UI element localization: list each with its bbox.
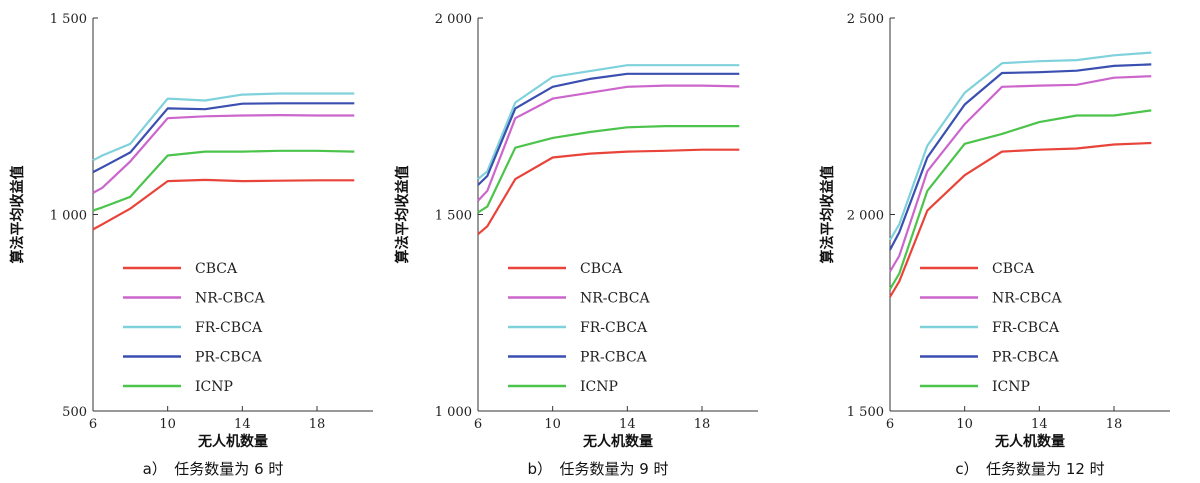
- legend-label: PR-CBCA: [195, 350, 263, 366]
- y-tick-label: 1 500: [435, 209, 472, 224]
- legend-label: ICNP: [195, 379, 233, 395]
- chart-panel-2: 1 500 2 000 2 500 6 10 14 18 CBCA NR-CBCA FR-CBCA…: [819, 12, 1170, 478]
- x-axis-label: 无人机数量: [994, 433, 1065, 450]
- legend-label: NR-CBCA: [195, 291, 265, 307]
- legend-label: ICNP: [992, 379, 1030, 395]
- legend-label: CBCA: [580, 261, 623, 277]
- chart-caption: a） 任务数量为 6 时: [143, 460, 284, 478]
- chart-caption: b） 任务数量为 9 时: [527, 460, 668, 478]
- legend-label: CBCA: [195, 261, 238, 277]
- y-tick-label: 1 000: [435, 405, 472, 420]
- series-line-cbca: [477, 148, 740, 236]
- x-tick-label: 18: [694, 417, 711, 432]
- series-line-nr-cbca: [477, 84, 740, 202]
- series-line-icnp: [477, 124, 740, 214]
- series-line-nr-cbca: [92, 113, 355, 194]
- legend-label: NR-CBCA: [580, 291, 650, 307]
- chart-panel-1: 1 000 1 500 2 000 6 10 14 18 CBCA NR-CBCA FR-CBCA…: [394, 12, 758, 478]
- y-tick-label: 1 500: [50, 12, 87, 27]
- legend-label: NR-CBCA: [992, 291, 1062, 307]
- y-tick-label: 2 500: [847, 12, 884, 27]
- series-line-pr-cbca: [477, 72, 740, 186]
- x-axis-label: 无人机数量: [197, 433, 268, 450]
- series-line-fr-cbca: [92, 92, 355, 162]
- series-line-cbca: [889, 141, 1152, 298]
- legend-label: FR-CBCA: [992, 320, 1060, 336]
- legend-label: CBCA: [992, 261, 1035, 277]
- x-tick-label: 6: [474, 417, 482, 432]
- y-tick-label: 1 000: [50, 209, 87, 224]
- series-line-pr-cbca: [92, 102, 355, 174]
- x-tick-label: 10: [159, 417, 176, 432]
- x-tick-label: 18: [309, 417, 326, 432]
- y-axis-label: 算法平均收益值: [819, 166, 836, 264]
- x-tick-label: 14: [619, 417, 636, 432]
- series-line-icnp: [92, 149, 355, 212]
- x-axis-label: 无人机数量: [582, 433, 653, 450]
- y-tick-label: 2 000: [847, 209, 884, 224]
- legend-label: ICNP: [580, 379, 618, 395]
- y-tick-label: 500: [62, 405, 87, 420]
- x-tick-label: 14: [1031, 417, 1048, 432]
- y-tick-label: 2 000: [435, 12, 472, 27]
- x-tick-label: 10: [544, 417, 561, 432]
- y-axis-label: 算法平均收益值: [9, 166, 26, 264]
- series-line-pr-cbca: [889, 63, 1152, 251]
- legend-label: PR-CBCA: [992, 350, 1060, 366]
- series-line-nr-cbca: [889, 75, 1152, 273]
- legend-label: FR-CBCA: [580, 320, 648, 336]
- x-tick-label: 14: [234, 417, 251, 432]
- legend-label: FR-CBCA: [195, 320, 263, 336]
- x-tick-label: 6: [89, 417, 97, 432]
- series-line-fr-cbca: [477, 64, 740, 180]
- x-tick-label: 10: [956, 417, 973, 432]
- x-tick-label: 6: [886, 417, 894, 432]
- y-tick-label: 1 500: [847, 405, 884, 420]
- chart-panel-0: 500 1 000 1 500 6 10 14 18 CBCA NR-CBCA FR-CBCA PR…: [9, 12, 373, 478]
- series-line-cbca: [92, 178, 355, 231]
- y-axis-label: 算法平均收益值: [394, 166, 411, 264]
- legend-label: PR-CBCA: [580, 350, 648, 366]
- series-line-icnp: [889, 109, 1152, 290]
- series-line-fr-cbca: [889, 51, 1152, 241]
- x-tick-label: 18: [1106, 417, 1123, 432]
- chart-caption: c） 任务数量为 12 时: [955, 460, 1104, 478]
